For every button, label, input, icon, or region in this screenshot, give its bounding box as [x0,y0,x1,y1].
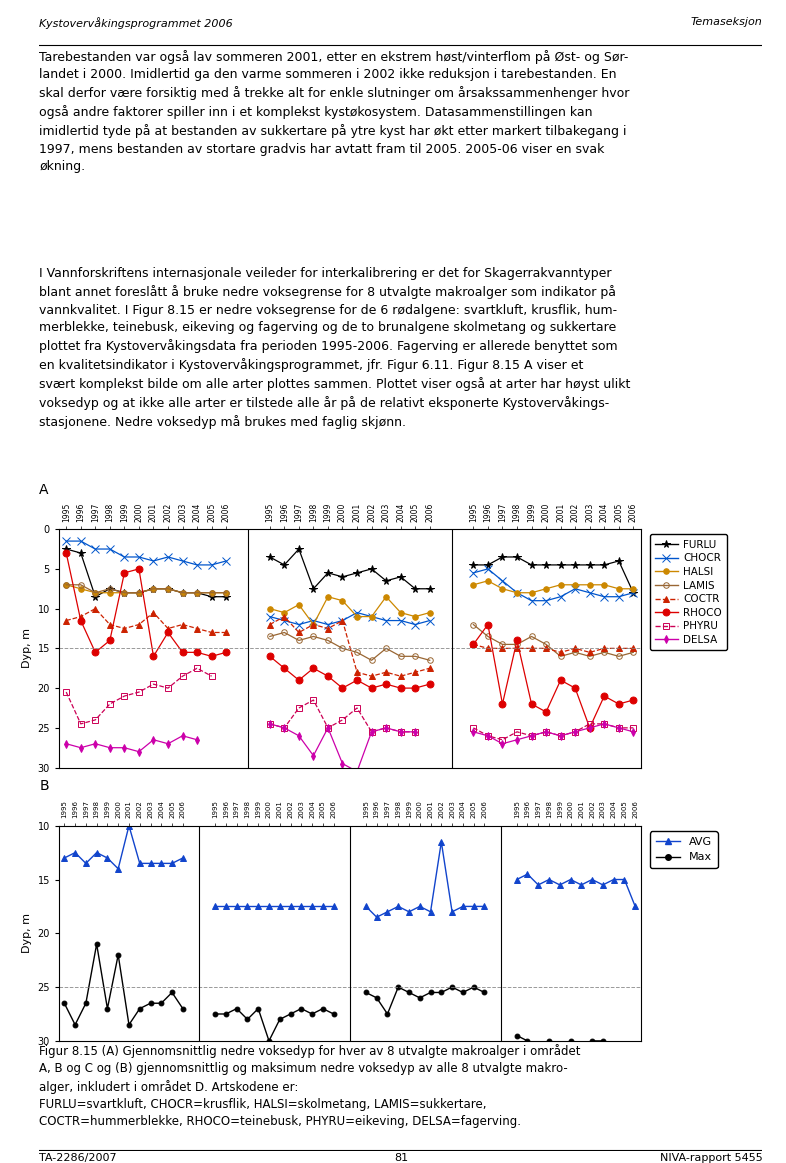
Text: Temaseksjon: Temaseksjon [691,16,762,27]
Text: A: A [39,483,49,497]
Legend: FURLU, CHOCR, HALSI, LAMIS, COCTR, RHOCO, PHYRU, DELSA: FURLU, CHOCR, HALSI, LAMIS, COCTR, RHOCO… [650,534,727,650]
Legend: AVG, Max: AVG, Max [650,832,718,868]
Y-axis label: Dyp, m: Dyp, m [22,628,32,669]
Text: NIVA-rapport 5455: NIVA-rapport 5455 [659,1154,762,1163]
Text: Figur 8.15 (A) Gjennomsnittlig nedre voksedyp for hver av 8 utvalgte makroalger : Figur 8.15 (A) Gjennomsnittlig nedre vok… [39,1044,581,1128]
Y-axis label: Dyp, m: Dyp, m [22,913,32,954]
Text: Tarebestanden var også lav sommeren 2001, etter en ekstrem høst/vinterflom på Øs: Tarebestanden var også lav sommeren 2001… [39,50,630,173]
Text: TA-2286/2007: TA-2286/2007 [39,1154,117,1163]
Text: Kystovervåkingsprogrammet 2006: Kystovervåkingsprogrammet 2006 [39,16,233,29]
Text: 81: 81 [394,1154,408,1163]
Text: B: B [39,779,49,793]
Text: I Vannforskriftens internasjonale veileder for interkalibrering er det for Skage: I Vannforskriftens internasjonale veiled… [39,267,630,429]
